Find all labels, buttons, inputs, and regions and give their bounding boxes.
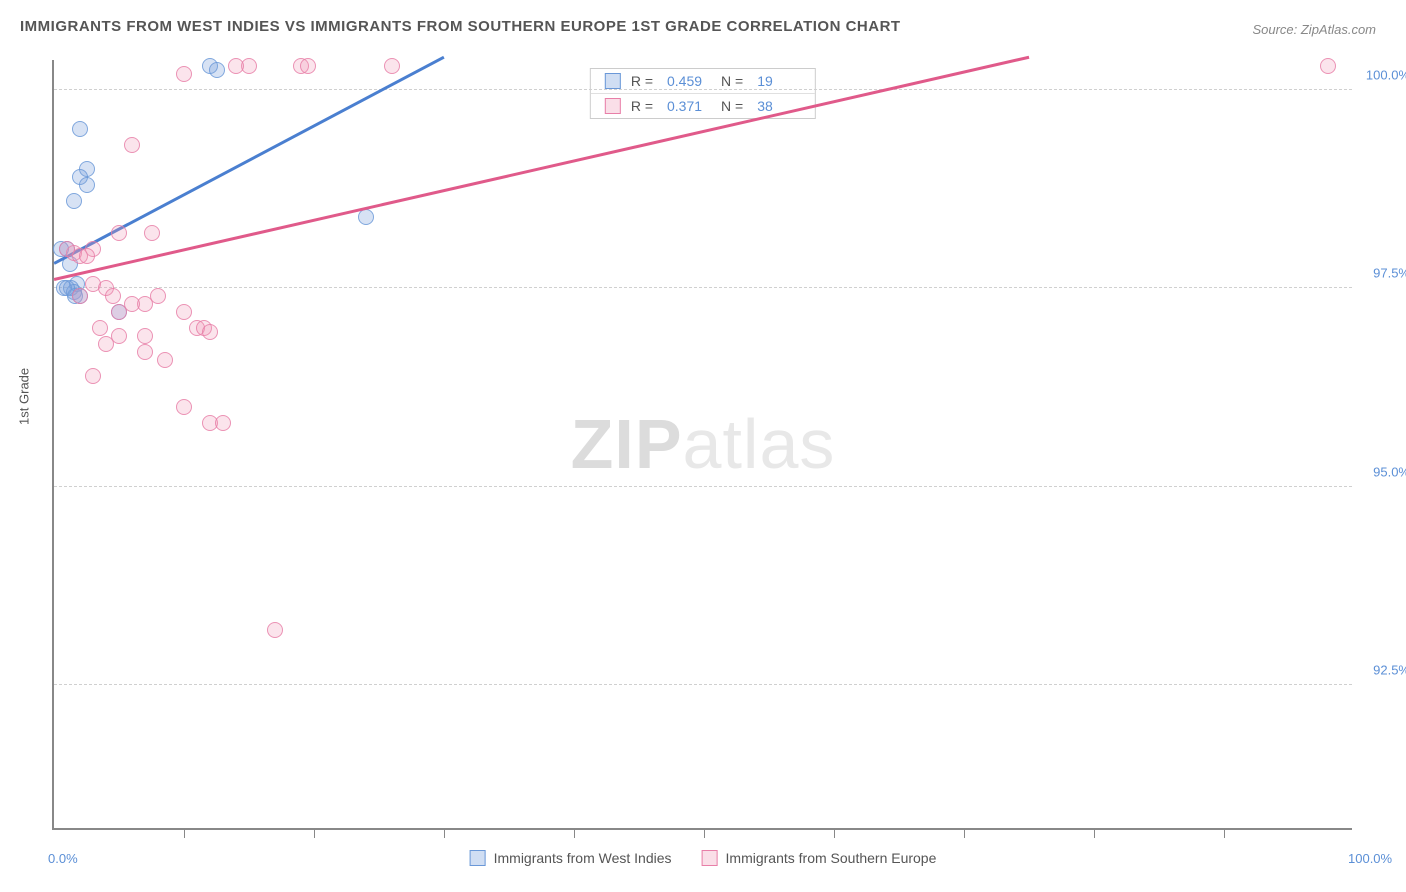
scatter-point [215,415,231,431]
x-tick [964,828,965,838]
scatter-point [79,177,95,193]
gridline [54,287,1352,288]
legend-r-value: 0.371 [667,98,711,114]
legend-n-label: N = [721,73,743,89]
scatter-point [358,209,374,225]
scatter-point [384,58,400,74]
scatter-point [59,241,75,257]
scatter-point [105,288,121,304]
chart-title: IMMIGRANTS FROM WEST INDIES VS IMMIGRANT… [20,18,901,35]
x-tick [1094,828,1095,838]
legend-swatch [605,73,621,89]
scatter-point [150,288,166,304]
scatter-point [137,328,153,344]
series-legend-label: Immigrants from Southern Europe [726,850,937,866]
watermark: ZIPatlas [571,404,836,484]
x-tick [1224,828,1225,838]
series-legend: Immigrants from West Indies Immigrants fr… [470,850,937,866]
legend-swatch [470,850,486,866]
scatter-point [267,622,283,638]
series-legend-label: Immigrants from West Indies [494,850,672,866]
scatter-point [202,324,218,340]
x-tick-label: 100.0% [1348,851,1392,866]
y-tick-label: 95.0% [1373,464,1406,479]
scatter-point [157,352,173,368]
scatter-point [300,58,316,74]
watermark-atlas: atlas [683,405,836,483]
scatter-point [79,248,95,264]
scatter-point [66,193,82,209]
x-tick [574,828,575,838]
scatter-point [1320,58,1336,74]
source-attribution: Source: ZipAtlas.com [1252,22,1376,37]
x-tick [184,828,185,838]
gridline [54,684,1352,685]
scatter-point [92,320,108,336]
scatter-point [176,66,192,82]
scatter-point [111,225,127,241]
series-legend-item: Immigrants from West Indies [470,850,672,866]
legend-swatch [605,98,621,114]
legend-swatch [702,850,718,866]
y-tick-label: 97.5% [1373,266,1406,281]
scatter-point [176,399,192,415]
scatter-point [228,58,244,74]
x-tick-label: 0.0% [48,851,78,866]
scatter-point [111,328,127,344]
scatter-point [137,344,153,360]
scatter-point [144,225,160,241]
series-legend-item: Immigrants from Southern Europe [702,850,937,866]
y-tick-label: 92.5% [1373,663,1406,678]
legend-n-label: N = [721,98,743,114]
plot-area: ZIPatlas R =0.459N =19R =0.371N =38 Immi… [52,60,1352,830]
legend-n-value: 19 [757,73,801,89]
scatter-point [124,137,140,153]
scatter-point [176,304,192,320]
x-tick [314,828,315,838]
legend-r-label: R = [631,98,653,114]
scatter-point [72,121,88,137]
scatter-point [209,62,225,78]
correlation-legend-row: R = 0.459 N = 19 [591,69,815,94]
gridline [54,89,1352,90]
x-tick [704,828,705,838]
y-tick-label: 100.0% [1366,67,1406,82]
y-axis-label: 1st Grade [17,368,32,425]
scatter-point [124,296,140,312]
watermark-zip: ZIP [571,405,683,483]
scatter-point [72,288,88,304]
gridline [54,486,1352,487]
x-tick [444,828,445,838]
legend-r-value: 0.459 [667,73,711,89]
x-tick [834,828,835,838]
scatter-point [85,368,101,384]
legend-r-label: R = [631,73,653,89]
